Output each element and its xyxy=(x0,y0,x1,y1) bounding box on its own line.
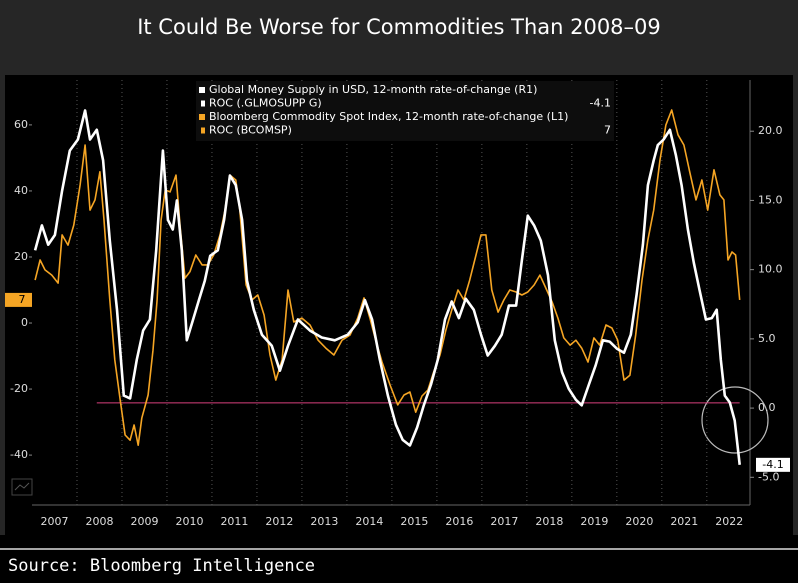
chart-title: It Could Be Worse for Commodities Than 2… xyxy=(137,15,661,39)
chart-icon-line xyxy=(14,482,30,491)
legend-sub: ROC (BCOMSP) xyxy=(209,124,292,137)
last-value-label: -4.1 xyxy=(762,458,783,471)
y2-tick-label: 15.0 xyxy=(758,193,783,206)
series-line xyxy=(34,109,741,446)
legend-name: Global Money Supply in USD, 12-month rat… xyxy=(209,83,537,96)
legend-bg xyxy=(196,81,614,141)
x-tick-label: 2009 xyxy=(130,515,158,528)
x-tick-label: 2016 xyxy=(445,515,473,528)
x-tick-label: 2022 xyxy=(715,515,743,528)
last-value-box xyxy=(5,292,32,307)
x-tick-label: 2019 xyxy=(580,515,608,528)
last-value-box xyxy=(756,457,790,472)
source: Source: Bloomberg Intelligence xyxy=(8,556,315,576)
highlight-circle xyxy=(701,386,769,454)
series-line xyxy=(33,109,741,465)
legend-swatch xyxy=(199,87,205,93)
y-tick-label: 0 xyxy=(21,316,28,329)
x-tick-label: 2021 xyxy=(670,515,698,528)
y2-tick-label: 0.0 xyxy=(758,401,776,414)
x-tick-label: 2008 xyxy=(85,515,113,528)
y-tick-label: 60 xyxy=(14,118,28,131)
x-tick-label: 2014 xyxy=(355,515,383,528)
plot-bg xyxy=(5,75,793,535)
y-tick-label: -20 xyxy=(10,382,28,395)
x-tick-label: 2015 xyxy=(400,515,428,528)
y-tick-label: 40 xyxy=(14,184,28,197)
legend-last: -4.1 xyxy=(590,97,611,110)
x-tick-label: 2011 xyxy=(220,515,248,528)
y2-tick-label: 5.0 xyxy=(758,332,776,345)
x-tick-label: 2018 xyxy=(535,515,563,528)
x-tick-label: 2007 xyxy=(40,515,68,528)
x-tick-label: 2020 xyxy=(625,515,653,528)
footer-bg xyxy=(0,535,798,583)
x-tick-label: 2013 xyxy=(310,515,338,528)
last-value-label: 7 xyxy=(19,293,26,306)
legend-sub: ROC (.GLMOSUPP G) xyxy=(209,97,322,110)
y-tick-label: -40 xyxy=(10,448,28,461)
legend-name: Bloomberg Commodity Spot Index, 12-month… xyxy=(209,110,568,123)
legend-swatch xyxy=(201,100,205,107)
x-tick-label: 2010 xyxy=(175,515,203,528)
y2-tick-label: 10.0 xyxy=(758,263,783,276)
legend-swatch xyxy=(201,127,205,134)
header-bg xyxy=(0,0,798,75)
y2-tick-label: 20.0 xyxy=(758,124,783,137)
legend: Global Money Supply in USD, 12-month rat… xyxy=(196,81,614,141)
y2-tick-label: -5.0 xyxy=(758,470,779,483)
x-tick-label: 2012 xyxy=(265,515,293,528)
legend-swatch xyxy=(199,114,205,120)
chart-icon xyxy=(11,478,33,496)
y-tick-label: 20 xyxy=(14,250,28,263)
legend-last: 7 xyxy=(604,124,611,137)
x-tick-label: 2017 xyxy=(490,515,518,528)
